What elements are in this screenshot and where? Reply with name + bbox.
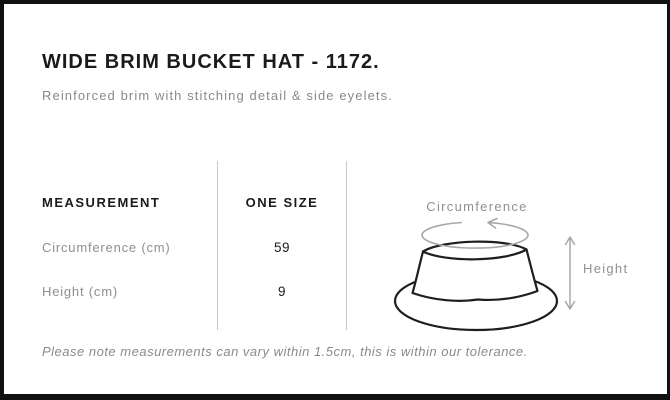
circumference-arrowhead bbox=[487, 217, 498, 229]
table-divider-right bbox=[346, 161, 347, 330]
diagram-circumference-label: Circumference bbox=[426, 199, 528, 214]
table-divider-left bbox=[217, 161, 218, 330]
tolerance-note: Please note measurements can vary within… bbox=[42, 344, 528, 359]
column-header-one-size: ONE SIZE bbox=[245, 195, 319, 210]
cell-value-height: 9 bbox=[277, 284, 286, 299]
column-header-measurement: MEASUREMENT bbox=[42, 195, 161, 210]
bucket-hat-diagram bbox=[393, 217, 576, 332]
height-arrow bbox=[564, 236, 576, 310]
hat-crown-top-rim bbox=[421, 240, 528, 253]
row-label-circumference: Circumference (cm) bbox=[42, 240, 171, 255]
circumference-arrow bbox=[421, 221, 529, 249]
cell-value-circumference: 59 bbox=[273, 240, 291, 255]
hat-crown bbox=[411, 248, 539, 302]
product-subtitle: Reinforced brim with stitching detail & … bbox=[42, 88, 393, 103]
page-title: WIDE BRIM BUCKET HAT - 1172. bbox=[42, 51, 380, 73]
row-label-height: Height (cm) bbox=[42, 284, 118, 299]
diagram-height-label: Height bbox=[583, 261, 629, 276]
